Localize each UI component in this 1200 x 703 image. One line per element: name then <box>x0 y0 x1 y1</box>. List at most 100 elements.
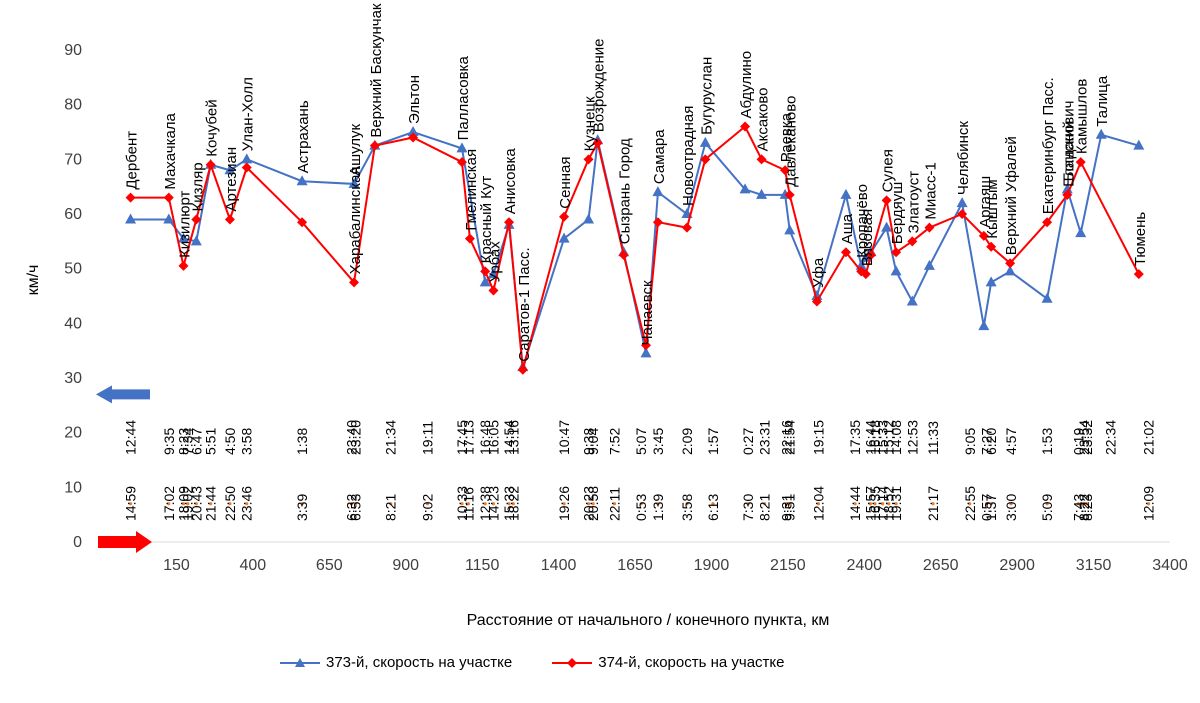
data-point-373 <box>640 347 652 358</box>
time-label-373: 14:08 <box>888 420 904 455</box>
data-point-374 <box>641 340 652 351</box>
station-label: Сенная <box>557 157 574 209</box>
time-point-374 <box>349 502 353 506</box>
time-label-374: 0:53 <box>633 494 649 521</box>
time-point-374 <box>425 502 430 506</box>
time-point-374 <box>711 502 715 506</box>
data-point-374 <box>652 217 663 228</box>
station-label: Улан-Холл <box>240 77 257 151</box>
legend-item-373: 373-й, скорость на участке <box>280 654 512 671</box>
time-label-373: 21:34 <box>383 420 399 455</box>
time-label-374: 17:14 <box>875 486 891 521</box>
station-label: Вязовая <box>859 209 876 266</box>
legend: 373-й, скорость на участке 374-й, скорос… <box>280 654 785 671</box>
data-point-374 <box>891 247 902 258</box>
time-label-373: 23:20 <box>348 420 364 455</box>
station-label: Бугуруслан <box>698 57 715 135</box>
time-point-374 <box>785 502 789 506</box>
data-point-373 <box>224 164 236 175</box>
time-label-373: 7:34 <box>180 428 196 455</box>
time-point-374 <box>931 502 935 506</box>
time-label-373: 19:11 <box>419 421 435 455</box>
time-label-373: 14:54 <box>501 420 517 455</box>
time-label-373: 17:45 <box>454 420 470 455</box>
data-point-374 <box>1042 217 1053 228</box>
time-label-374: 1:39 <box>650 494 666 521</box>
series-line-374 <box>130 124 1140 371</box>
data-point-374 <box>866 250 877 260</box>
time-point-374 <box>353 502 358 506</box>
station-label: Челябинск <box>955 121 972 195</box>
time-point-374 <box>887 502 891 506</box>
station-label: Сулея <box>880 149 897 192</box>
time-label-374: 8:22 <box>1076 494 1092 521</box>
station-label: Златоуст <box>905 171 922 234</box>
station-label: Чапаевск <box>639 280 656 345</box>
time-label-373: 1:53 <box>1039 428 1055 455</box>
y-tick-label: 90 <box>64 42 82 59</box>
time-point-374 <box>511 502 515 506</box>
legend-label-374: 374-й, скорость на участке <box>598 654 785 671</box>
time-label-373: 3:58 <box>239 428 255 455</box>
station-label: Миасс-1 <box>922 162 939 220</box>
time-label-374: 6:13 <box>705 494 721 521</box>
station-label: Абдулино <box>738 51 755 119</box>
time-label-374: 6:32 <box>343 494 359 521</box>
data-point-374 <box>480 266 491 277</box>
time-point-374 <box>1085 502 1089 506</box>
data-point-374 <box>583 154 594 165</box>
station-label: Астрахань <box>295 100 312 173</box>
time-label-374: 3:58 <box>679 494 695 521</box>
y-tick-label: 30 <box>64 370 82 387</box>
time-label-374: 7:30 <box>740 494 756 521</box>
time-label-373: 0:27 <box>740 428 756 455</box>
data-point-373 <box>1133 139 1145 150</box>
time-label-374: 21:17 <box>925 486 941 521</box>
station-label: Артезиан <box>223 147 240 212</box>
time-label-374: 8:21 <box>383 494 399 521</box>
time-label-373: 13:16 <box>505 420 521 455</box>
time-point-374 <box>1045 502 1049 506</box>
data-point-373 <box>1041 292 1053 303</box>
time-label-373: 8:23 <box>175 428 191 455</box>
time-point-374 <box>483 502 487 506</box>
x-tick-label: 1900 <box>694 557 730 574</box>
time-label-373: 7:52 <box>607 428 623 455</box>
time-label-373: 17:13 <box>460 420 476 455</box>
station-label: Кыштым <box>984 179 1001 239</box>
time-point-374 <box>1076 502 1080 506</box>
data-point-374 <box>681 222 692 233</box>
station-label: Кизилюрт <box>176 191 193 258</box>
time-label-374: 7:43 <box>1070 494 1086 521</box>
station-label: Кочубей <box>204 99 221 156</box>
data-point-373 <box>906 295 918 306</box>
station-label: Саратов-1 Пасс. <box>516 247 533 362</box>
data-point-373 <box>699 136 711 147</box>
y-tick-label: 50 <box>64 261 82 278</box>
station-label: Екатеринбург Пасс. <box>1040 77 1057 214</box>
data-point-374 <box>349 277 360 288</box>
time-label-373: 6:20 <box>983 428 999 455</box>
time-label-373: 5:51 <box>203 428 219 455</box>
time-label-373: 15:12 <box>881 420 897 455</box>
data-point-373 <box>652 186 664 197</box>
data-point-374 <box>464 233 475 244</box>
time-label-374: 22:11 <box>607 487 623 521</box>
data-point-373 <box>890 265 902 276</box>
station-label: Кузнецк <box>582 96 599 151</box>
time-point-374 <box>466 502 470 506</box>
time-label-374: 12:09 <box>1141 486 1157 521</box>
x-tick-label: 900 <box>392 557 419 574</box>
data-point-373 <box>1075 227 1087 238</box>
data-point-374 <box>924 222 935 233</box>
station-label: Талица <box>1094 75 1111 127</box>
time-label-373: 12:44 <box>123 420 139 455</box>
data-point-373 <box>985 276 997 287</box>
time-label-374: 18:22 <box>505 486 521 521</box>
time-point-374 <box>894 502 898 506</box>
time-label-373: 16:48 <box>477 420 493 455</box>
time-point-374 <box>868 502 873 506</box>
time-label-373: 4:57 <box>1003 428 1019 455</box>
data-point-373 <box>125 213 137 224</box>
data-point-373 <box>407 126 419 136</box>
